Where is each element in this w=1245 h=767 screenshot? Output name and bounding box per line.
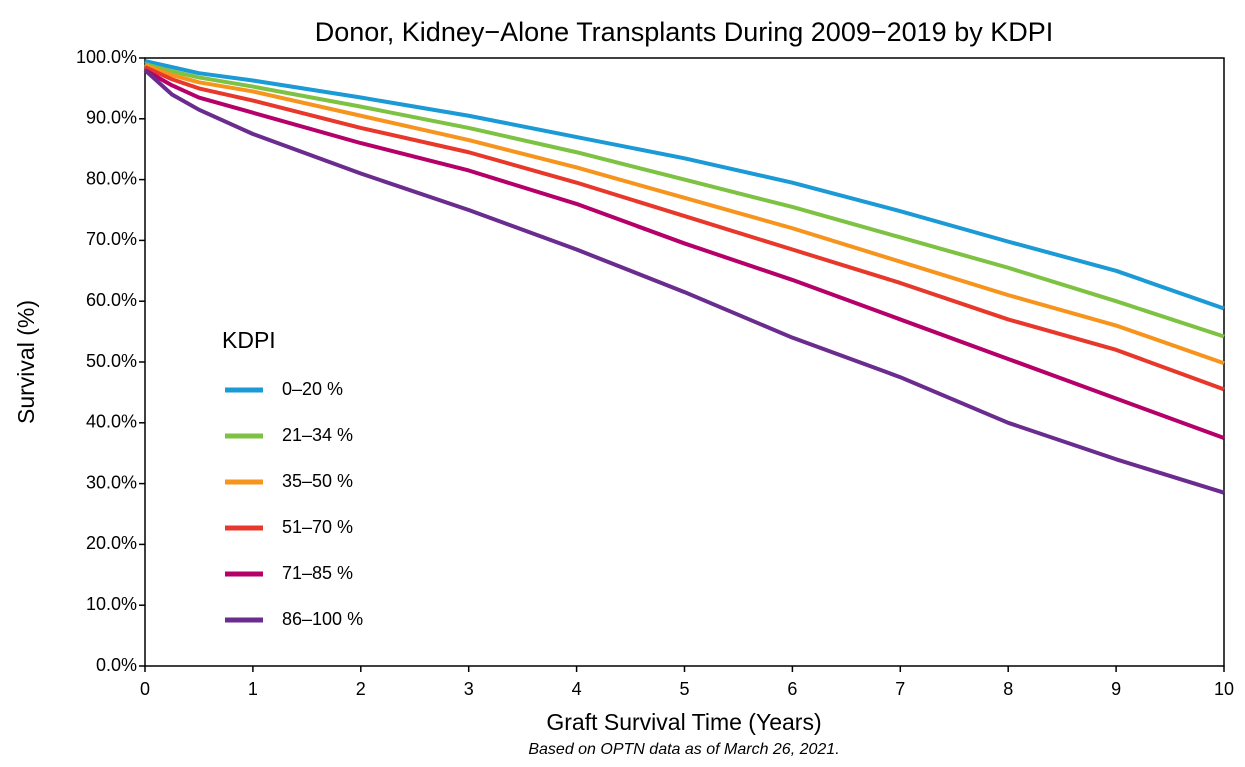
x-tick-label: 3 bbox=[464, 679, 474, 699]
chart-title: Donor, Kidney−Alone Transplants During 2… bbox=[315, 17, 1053, 47]
series-line bbox=[144, 68, 1225, 440]
y-tick-label: 100.0% bbox=[76, 47, 137, 67]
x-tick-label: 6 bbox=[787, 679, 797, 699]
legend-label: 51–70 % bbox=[282, 517, 353, 537]
x-tick-label: 0 bbox=[140, 679, 150, 699]
x-axis-label: Graft Survival Time (Years) bbox=[546, 709, 821, 735]
legend-label: 86–100 % bbox=[282, 609, 363, 629]
y-tick-label: 20.0% bbox=[86, 533, 137, 553]
legend-label: 0–20 % bbox=[282, 379, 343, 399]
y-axis-label: Survival (%) bbox=[13, 300, 39, 424]
y-tick-label: 60.0% bbox=[86, 290, 137, 310]
y-tick-label: 70.0% bbox=[86, 229, 137, 249]
y-tick-label: 10.0% bbox=[86, 594, 137, 614]
x-tick-label: 5 bbox=[679, 679, 689, 699]
x-tick-label: 2 bbox=[356, 679, 366, 699]
x-tick-label: 1 bbox=[248, 679, 258, 699]
y-tick-label: 30.0% bbox=[86, 472, 137, 492]
y-tick-label: 80.0% bbox=[86, 168, 137, 188]
legend-title: KDPI bbox=[222, 327, 276, 353]
x-tick-label: 10 bbox=[1214, 679, 1234, 699]
legend-label: 71–85 % bbox=[282, 563, 353, 583]
x-tick-label: 7 bbox=[895, 679, 905, 699]
caption: Based on OPTN data as of March 26, 2021. bbox=[528, 741, 839, 758]
legend-label: 21–34 % bbox=[282, 425, 353, 445]
series-line bbox=[144, 65, 1225, 392]
x-tick-label: 9 bbox=[1111, 679, 1121, 699]
y-tick-label: 90.0% bbox=[86, 108, 137, 128]
y-tick-label: 0.0% bbox=[96, 655, 137, 675]
legend-label: 35–50 % bbox=[282, 471, 353, 491]
y-tick-label: 40.0% bbox=[86, 412, 137, 432]
series-line bbox=[144, 63, 1225, 366]
series-line bbox=[144, 62, 1225, 339]
x-tick-label: 8 bbox=[1003, 679, 1013, 699]
series-line bbox=[144, 59, 1225, 311]
x-tick-label: 4 bbox=[572, 679, 582, 699]
y-tick-label: 50.0% bbox=[86, 351, 137, 371]
series-line bbox=[143, 68, 1225, 495]
